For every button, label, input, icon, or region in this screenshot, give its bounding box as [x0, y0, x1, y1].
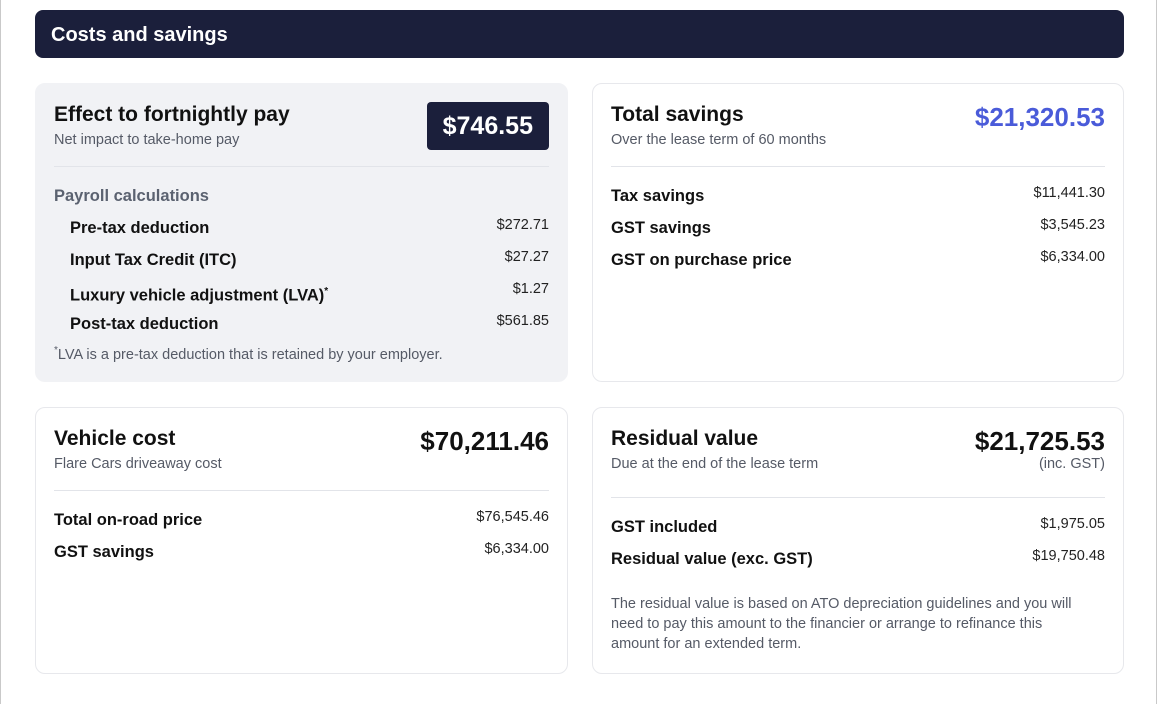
row-label: GST on purchase price — [611, 251, 792, 269]
footnote-text: LVA is a pre-tax deduction that is retai… — [57, 346, 443, 363]
divider — [611, 166, 1105, 167]
row-label: Input Tax Credit (ITC) — [70, 251, 237, 269]
row-label: Residual value (exc. GST) — [611, 550, 813, 568]
row-label: Pre-tax deduction — [70, 219, 210, 237]
row-value: $3,545.23 — [1040, 217, 1105, 233]
lva-label-text: Luxury vehicle adjustment (LVA) — [70, 286, 325, 305]
divider — [54, 490, 549, 491]
row-label: Tax savings — [611, 187, 705, 205]
savings-row-gst: GST savings $3,545.23 — [611, 217, 1105, 239]
row-value: $76,545.46 — [476, 509, 549, 525]
row-label: Post-tax deduction — [70, 315, 219, 333]
residual-row-exc-gst: Residual value (exc. GST) $19,750.48 — [611, 548, 1105, 570]
footnote-marker: * — [324, 286, 329, 297]
vehicle-cost-card: Vehicle cost Flare Cars driveaway cost $… — [35, 407, 568, 674]
payroll-row-lva: Luxury vehicle adjustment (LVA)* $1.27 — [54, 281, 549, 305]
vehicle-cost-amount: $70,211.46 — [420, 426, 549, 456]
row-value: $272.71 — [496, 217, 549, 233]
payroll-row-itc: Input Tax Credit (ITC) $27.27 — [54, 249, 549, 271]
lva-footnote: *LVA is a pre-tax deduction that is reta… — [54, 342, 443, 364]
savings-row-gst-purchase: GST on purchase price $6,334.00 — [611, 249, 1105, 271]
row-label: GST savings — [611, 219, 711, 237]
divider — [611, 497, 1105, 498]
total-savings-card: Total savings Over the lease term of 60 … — [592, 83, 1124, 382]
vehicle-cost-title: Vehicle cost — [54, 427, 176, 450]
fortnightly-pay-title: Effect to fortnightly pay — [54, 103, 290, 126]
residual-value-title: Residual value — [611, 427, 759, 450]
fortnightly-pay-subtitle: Net impact to take-home pay — [54, 132, 240, 148]
payroll-row-pre-tax: Pre-tax deduction $272.71 — [54, 217, 549, 239]
residual-value-card: Residual value Due at the end of the lea… — [592, 407, 1124, 674]
vehicle-row-on-road: Total on-road price $76,545.46 — [54, 509, 549, 531]
residual-row-gst-included: GST included $1,975.05 — [611, 516, 1105, 538]
fortnightly-pay-amount: $746.55 — [426, 102, 549, 150]
residual-value-amount: $21,725.53 — [974, 426, 1105, 456]
vehicle-cost-subtitle: Flare Cars driveaway cost — [54, 456, 222, 472]
total-savings-subtitle: Over the lease term of 60 months — [611, 132, 827, 148]
row-value: $19,750.48 — [1032, 548, 1105, 564]
section-title: Costs and savings — [51, 24, 228, 46]
row-value: $6,334.00 — [1040, 249, 1105, 265]
section-header: Costs and savings — [35, 10, 1124, 58]
payroll-row-post-tax: Post-tax deduction $561.85 — [54, 313, 549, 335]
residual-value-subtitle: Due at the end of the lease term — [611, 456, 819, 472]
row-value: $561.85 — [496, 313, 549, 329]
row-label: Total on-road price — [54, 511, 203, 529]
row-label: GST included — [611, 518, 718, 536]
row-value: $1,975.05 — [1040, 516, 1105, 532]
residual-explanation: The residual value is based on ATO depre… — [611, 596, 1072, 652]
savings-row-tax: Tax savings $11,441.30 — [611, 185, 1105, 207]
row-label: GST savings — [54, 543, 154, 561]
row-label: Luxury vehicle adjustment (LVA)* — [70, 281, 328, 307]
divider — [54, 166, 549, 167]
payroll-calculations-label: Payroll calculations — [54, 187, 209, 205]
row-value: $27.27 — [504, 249, 549, 265]
total-savings-title: Total savings — [611, 103, 744, 126]
footnote-marker: * — [54, 345, 58, 356]
row-value: $1.27 — [512, 281, 549, 297]
row-value: $6,334.00 — [484, 541, 549, 557]
fortnightly-pay-card: Effect to fortnightly pay Net impact to … — [35, 83, 568, 382]
residual-inc-gst-note: (inc. GST) — [1038, 456, 1105, 472]
vehicle-row-gst-savings: GST savings $6,334.00 — [54, 541, 549, 563]
row-value: $11,441.30 — [1033, 185, 1106, 201]
total-savings-amount: $21,320.53 — [974, 102, 1105, 132]
